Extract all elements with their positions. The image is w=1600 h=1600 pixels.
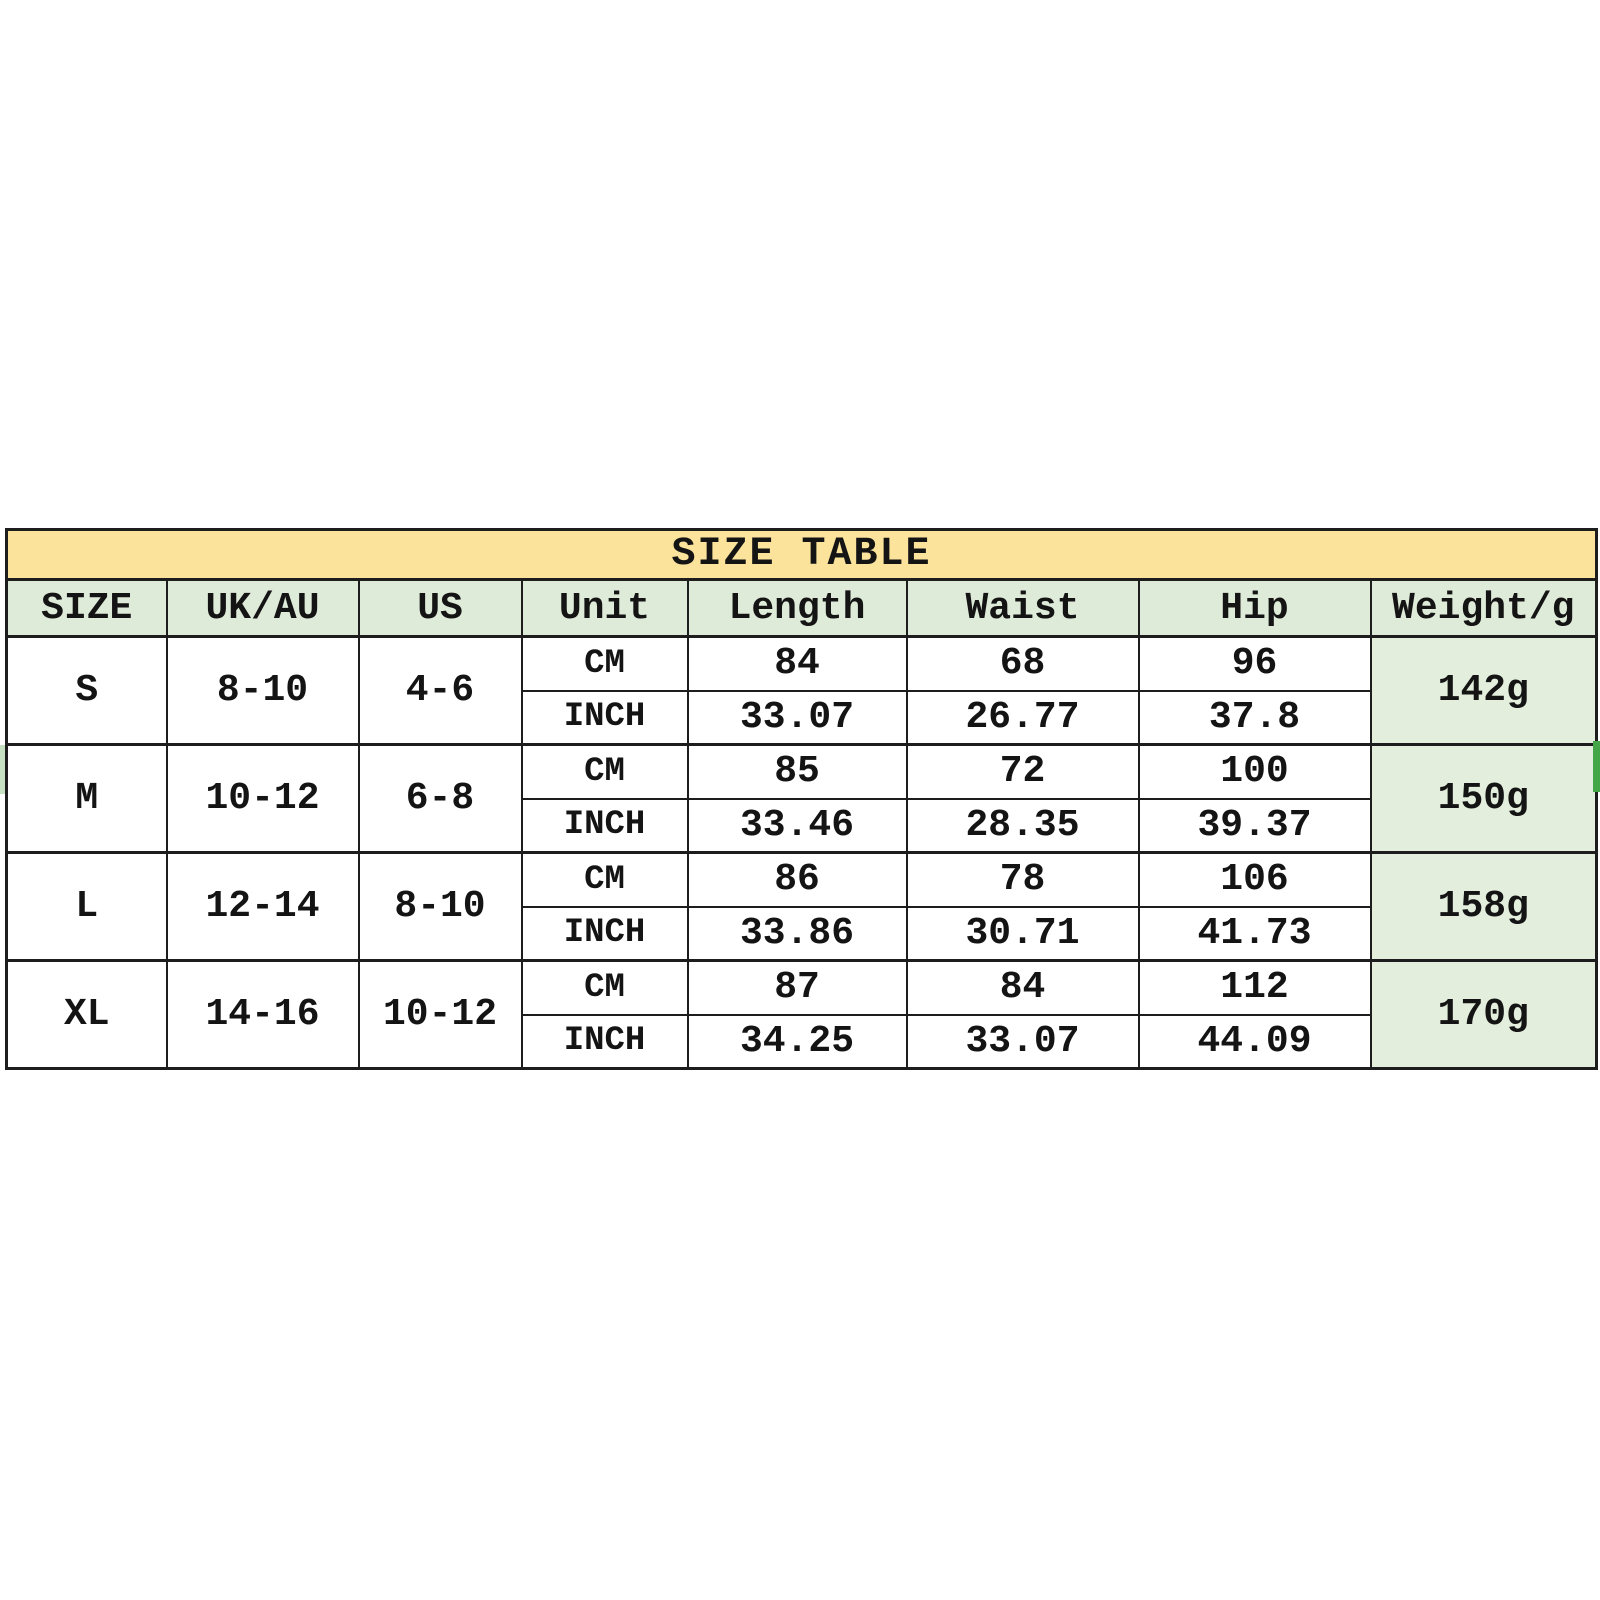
cell-size-m: M <box>5 743 168 854</box>
row-m-inch: INCH 33.46 28.35 39.37 <box>7 797 1597 854</box>
cell-l-cm-waist: 78 <box>905 851 1140 908</box>
col-header-size: SIZE <box>5 578 168 638</box>
row-s-cm: S 8-10 4-6 CM 84 68 96 142g <box>5 635 1598 746</box>
cell-unit-cm: CM <box>520 635 689 692</box>
row-xl-cm: XL 14-16 10-12 CM 87 84 112 170g <box>5 959 1598 1070</box>
cell-xl-cm-hip: 112 <box>1137 959 1372 1016</box>
cell-l-cm-length: 86 <box>686 851 908 908</box>
cell-s-cm-hip: 96 <box>1137 635 1372 692</box>
cell-s-inch-length: 33.07 <box>686 689 908 746</box>
cell-unit-cm: CM <box>520 851 689 908</box>
col-header-uk-au: UK/AU <box>165 578 360 638</box>
edge-artifact-green-left <box>0 745 5 794</box>
cell-us-l: 8-10 <box>357 851 523 962</box>
col-header-hip: Hip <box>1137 578 1372 638</box>
size-table: SIZE TABLE SIZE UK/AU US Unit Length Wai… <box>5 528 1599 1070</box>
cell-us-s: 4-6 <box>357 635 523 746</box>
cell-ukau-xl: 14-16 <box>165 959 360 1070</box>
cell-weight-l: 158g <box>1369 851 1598 962</box>
cell-xl-inch-hip: 44.09 <box>1137 1013 1372 1070</box>
cell-size-s: S <box>5 635 168 746</box>
cell-m-cm-length: 85 <box>686 743 908 800</box>
row-m-cm: M 10-12 6-8 CM 85 72 100 150g <box>5 743 1598 854</box>
title-row: SIZE TABLE <box>5 528 1598 581</box>
header-row: SIZE UK/AU US Unit Length Waist Hip Weig… <box>5 578 1598 638</box>
cell-m-cm-hip: 100 <box>1137 743 1372 800</box>
cell-s-inch-waist: 26.77 <box>905 689 1140 746</box>
cell-m-cm-waist: 72 <box>905 743 1140 800</box>
cell-ukau-s: 8-10 <box>165 635 360 746</box>
cell-us-xl: 10-12 <box>357 959 523 1070</box>
cell-xl-inch-length: 34.25 <box>686 1013 908 1070</box>
col-header-weight: Weight/g <box>1369 578 1598 638</box>
cell-unit-cm: CM <box>520 743 689 800</box>
row-s-inch: INCH 33.07 26.77 37.8 <box>7 689 1597 746</box>
cell-unit-cm: CM <box>520 959 689 1016</box>
cell-unit-inch: INCH <box>520 905 689 962</box>
col-header-waist: Waist <box>905 578 1140 638</box>
col-header-length: Length <box>686 578 908 638</box>
cell-m-inch-waist: 28.35 <box>905 797 1140 854</box>
row-l-cm: L 12-14 8-10 CM 86 78 106 158g <box>5 851 1598 962</box>
cell-l-inch-length: 33.86 <box>686 905 908 962</box>
cell-unit-inch: INCH <box>520 797 689 854</box>
cell-size-l: L <box>5 851 168 962</box>
cell-l-inch-waist: 30.71 <box>905 905 1140 962</box>
size-table-grid: SIZE TABLE SIZE UK/AU US Unit Length Wai… <box>5 528 1599 1070</box>
cell-weight-m: 150g <box>1369 743 1598 854</box>
cell-s-cm-waist: 68 <box>905 635 1140 692</box>
cell-unit-inch: INCH <box>520 1013 689 1070</box>
cell-ukau-m: 10-12 <box>165 743 360 854</box>
cell-weight-s: 142g <box>1369 635 1598 746</box>
cell-size-xl: XL <box>5 959 168 1070</box>
cell-unit-inch: INCH <box>520 689 689 746</box>
row-l-inch: INCH 33.86 30.71 41.73 <box>7 905 1597 962</box>
cell-m-inch-hip: 39.37 <box>1137 797 1372 854</box>
cell-s-cm-length: 84 <box>686 635 908 692</box>
cell-us-m: 6-8 <box>357 743 523 854</box>
cell-ukau-l: 12-14 <box>165 851 360 962</box>
cell-xl-cm-waist: 84 <box>905 959 1140 1016</box>
cell-xl-inch-waist: 33.07 <box>905 1013 1140 1070</box>
row-xl-inch: INCH 34.25 33.07 44.09 <box>7 1013 1597 1070</box>
col-header-unit: Unit <box>520 578 689 638</box>
table-title: SIZE TABLE <box>5 528 1598 581</box>
cell-l-inch-hip: 41.73 <box>1137 905 1372 962</box>
cell-m-inch-length: 33.46 <box>686 797 908 854</box>
cell-weight-xl: 170g <box>1369 959 1598 1070</box>
cell-l-cm-hip: 106 <box>1137 851 1372 908</box>
edge-artifact-green-right <box>1593 741 1600 792</box>
cell-s-inch-hip: 37.8 <box>1137 689 1372 746</box>
col-header-us: US <box>357 578 523 638</box>
cell-xl-cm-length: 87 <box>686 959 908 1016</box>
